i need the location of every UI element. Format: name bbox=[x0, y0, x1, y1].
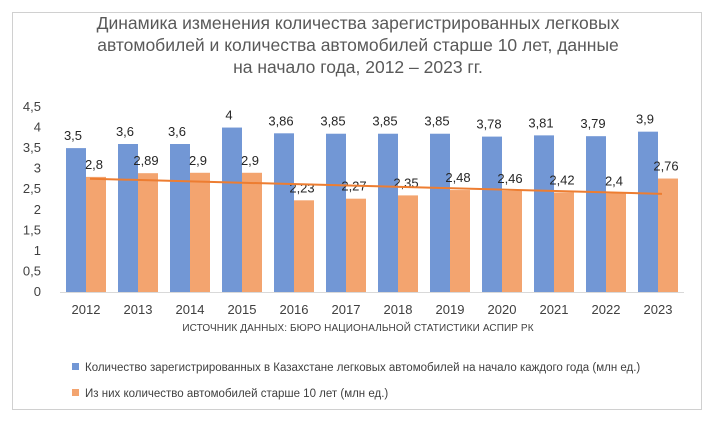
bar-old bbox=[190, 172, 210, 292]
source-note: ИСТОЧНИК ДАННЫХ: БЮРО НАЦИОНАЛЬНОЙ СТАТИ… bbox=[182, 323, 534, 334]
data-label-old: 2,48 bbox=[445, 170, 470, 185]
bar-total bbox=[66, 148, 86, 292]
y-tick-label: 0,5 bbox=[23, 263, 41, 278]
bar-old bbox=[658, 178, 678, 292]
data-label-total: 3,9 bbox=[636, 112, 654, 127]
x-tick-label: 2021 bbox=[540, 302, 569, 317]
x-tick-label: 2014 bbox=[176, 302, 205, 317]
legend-item-total: Количество зарегистрированных в Казахста… bbox=[72, 362, 640, 374]
data-label-old: 2,4 bbox=[605, 173, 623, 188]
bar-old bbox=[138, 173, 158, 292]
data-label-old: 2,76 bbox=[653, 159, 678, 174]
x-tick-label: 2023 bbox=[644, 302, 673, 317]
y-tick-label: 4,5 bbox=[23, 99, 41, 114]
trendline bbox=[89, 177, 663, 195]
bar-old bbox=[86, 176, 106, 292]
legend-item-old: Из них количество автомобилей старше 10 … bbox=[72, 388, 388, 400]
data-label-total: 3,81 bbox=[528, 115, 553, 130]
y-tick-label: 2,5 bbox=[23, 181, 41, 196]
y-tick-label: 4 bbox=[34, 120, 41, 135]
bar-total bbox=[118, 144, 138, 292]
x-tick-label: 2018 bbox=[384, 302, 413, 317]
data-label-total: 3,85 bbox=[372, 114, 397, 129]
bar-old bbox=[554, 192, 574, 292]
y-tick-label: 1 bbox=[34, 243, 41, 258]
x-tick-label: 2016 bbox=[280, 302, 309, 317]
y-tick-label: 1,5 bbox=[23, 222, 41, 237]
x-tick-label: 2022 bbox=[592, 302, 621, 317]
data-label-old: 2,8 bbox=[85, 157, 103, 172]
bar-total bbox=[170, 144, 190, 292]
legend-label-total: Количество зарегистрированных в Казахста… bbox=[85, 362, 641, 374]
x-tick-label: 2019 bbox=[436, 302, 465, 317]
bar-total bbox=[326, 133, 346, 292]
data-label-total: 3,85 bbox=[424, 114, 449, 129]
bar-old bbox=[606, 193, 626, 292]
bar-total bbox=[534, 135, 554, 292]
bar-total bbox=[222, 127, 242, 292]
chart-title-line-3: на начало года, 2012 – 2023 гг. bbox=[233, 57, 483, 77]
data-label-old: 2,23 bbox=[289, 180, 314, 195]
data-label-total: 3,86 bbox=[268, 113, 293, 128]
x-tick-label: 2017 bbox=[332, 302, 361, 317]
y-tick-label: 3,5 bbox=[23, 140, 41, 155]
bar-old bbox=[346, 198, 366, 292]
bar-old bbox=[294, 200, 314, 292]
bar-total bbox=[378, 133, 398, 292]
x-tick-label: 2015 bbox=[228, 302, 257, 317]
bar-old bbox=[502, 190, 522, 292]
x-tick-label: 2012 bbox=[72, 302, 101, 317]
data-label-total: 3,85 bbox=[320, 114, 345, 129]
data-label-old: 2,46 bbox=[497, 171, 522, 186]
bar-total bbox=[430, 133, 450, 292]
y-tick-label: 2 bbox=[34, 202, 41, 217]
chart-title: Динамика изменения количества зарегистри… bbox=[60, 12, 656, 78]
data-label-total: 3,78 bbox=[476, 117, 501, 132]
chart-title-line-1: Динамика изменения количества зарегистри… bbox=[96, 13, 620, 33]
data-label-total: 3,6 bbox=[168, 124, 186, 139]
bar-total bbox=[638, 131, 658, 292]
data-label-total: 3,5 bbox=[64, 128, 82, 143]
data-label-old: 2,89 bbox=[133, 153, 158, 168]
legend-label-old: Из них количество автомобилей старше 10 … bbox=[85, 388, 389, 400]
data-label-old: 2,9 bbox=[189, 153, 207, 168]
x-tick-label: 2013 bbox=[124, 302, 153, 317]
bar-old bbox=[398, 195, 418, 292]
y-tick-label: 3 bbox=[34, 161, 41, 176]
bar-old bbox=[450, 190, 470, 292]
legend-swatch-old bbox=[72, 389, 79, 396]
data-label-old: 2,9 bbox=[241, 153, 259, 168]
bar-old bbox=[242, 172, 262, 292]
x-tick-label: 2020 bbox=[488, 302, 517, 317]
data-label-total: 3,6 bbox=[116, 124, 134, 139]
y-tick-label: 0 bbox=[34, 284, 41, 299]
bar-total bbox=[274, 133, 294, 292]
chart-title-line-2: автомобилей и количества автомобилей ста… bbox=[97, 35, 619, 55]
bar-total bbox=[586, 136, 606, 292]
data-label-old: 2,42 bbox=[549, 173, 574, 188]
legend-swatch-total bbox=[72, 363, 79, 370]
bar-total bbox=[482, 136, 502, 292]
data-label-total: 4 bbox=[225, 108, 232, 123]
data-label-total: 3,79 bbox=[580, 116, 605, 131]
